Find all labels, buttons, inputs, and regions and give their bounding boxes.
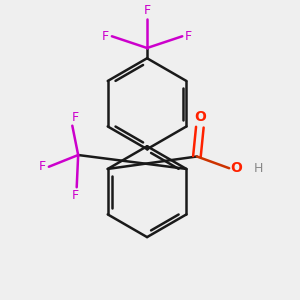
Text: F: F	[185, 30, 192, 43]
Text: H: H	[254, 162, 263, 175]
Text: F: F	[102, 30, 109, 43]
Text: O: O	[194, 110, 206, 124]
Text: F: F	[143, 4, 151, 17]
Text: F: F	[39, 160, 46, 173]
Text: O: O	[231, 161, 242, 175]
Text: F: F	[72, 189, 79, 202]
Text: F: F	[72, 111, 79, 124]
